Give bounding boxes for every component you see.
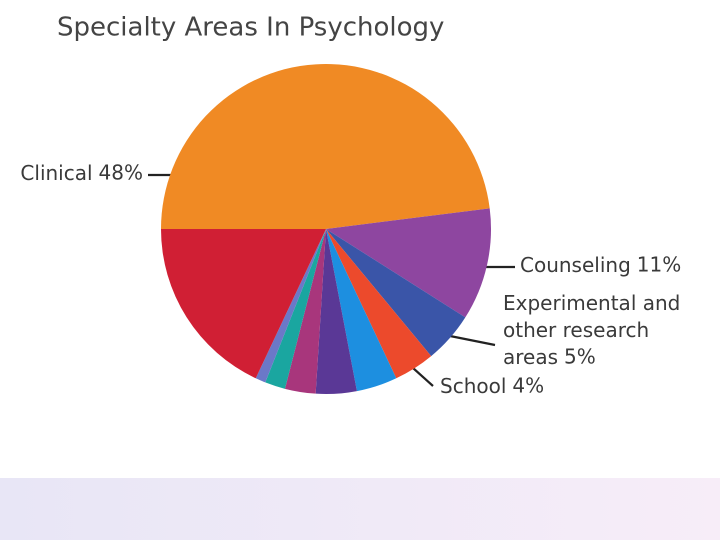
value-label: 4% [512, 374, 544, 398]
slice-label: Counseling [520, 253, 631, 277]
leader-line [412, 367, 434, 387]
value-label: 48% [99, 161, 143, 185]
pie-slice [326, 229, 432, 379]
pie-slice [161, 64, 490, 230]
pie-slice [255, 229, 326, 383]
chart-title: Specialty Areas In Psychology [57, 13, 444, 43]
slice-label: Experimental and other research areas [503, 291, 687, 369]
pie-slice [326, 208, 491, 318]
pie-slice [265, 229, 326, 389]
footer-band [0, 478, 720, 540]
pie-slice [161, 229, 326, 379]
value-label: 5% [564, 345, 596, 369]
slice-label: School [440, 374, 506, 398]
pie-slice [315, 229, 357, 394]
pie-slice [326, 229, 397, 392]
pie-slice [326, 229, 466, 357]
leader-line [444, 333, 496, 347]
pie-slice [284, 229, 326, 394]
value-label: 11% [637, 253, 681, 277]
slice-label: Clinical [20, 161, 92, 185]
